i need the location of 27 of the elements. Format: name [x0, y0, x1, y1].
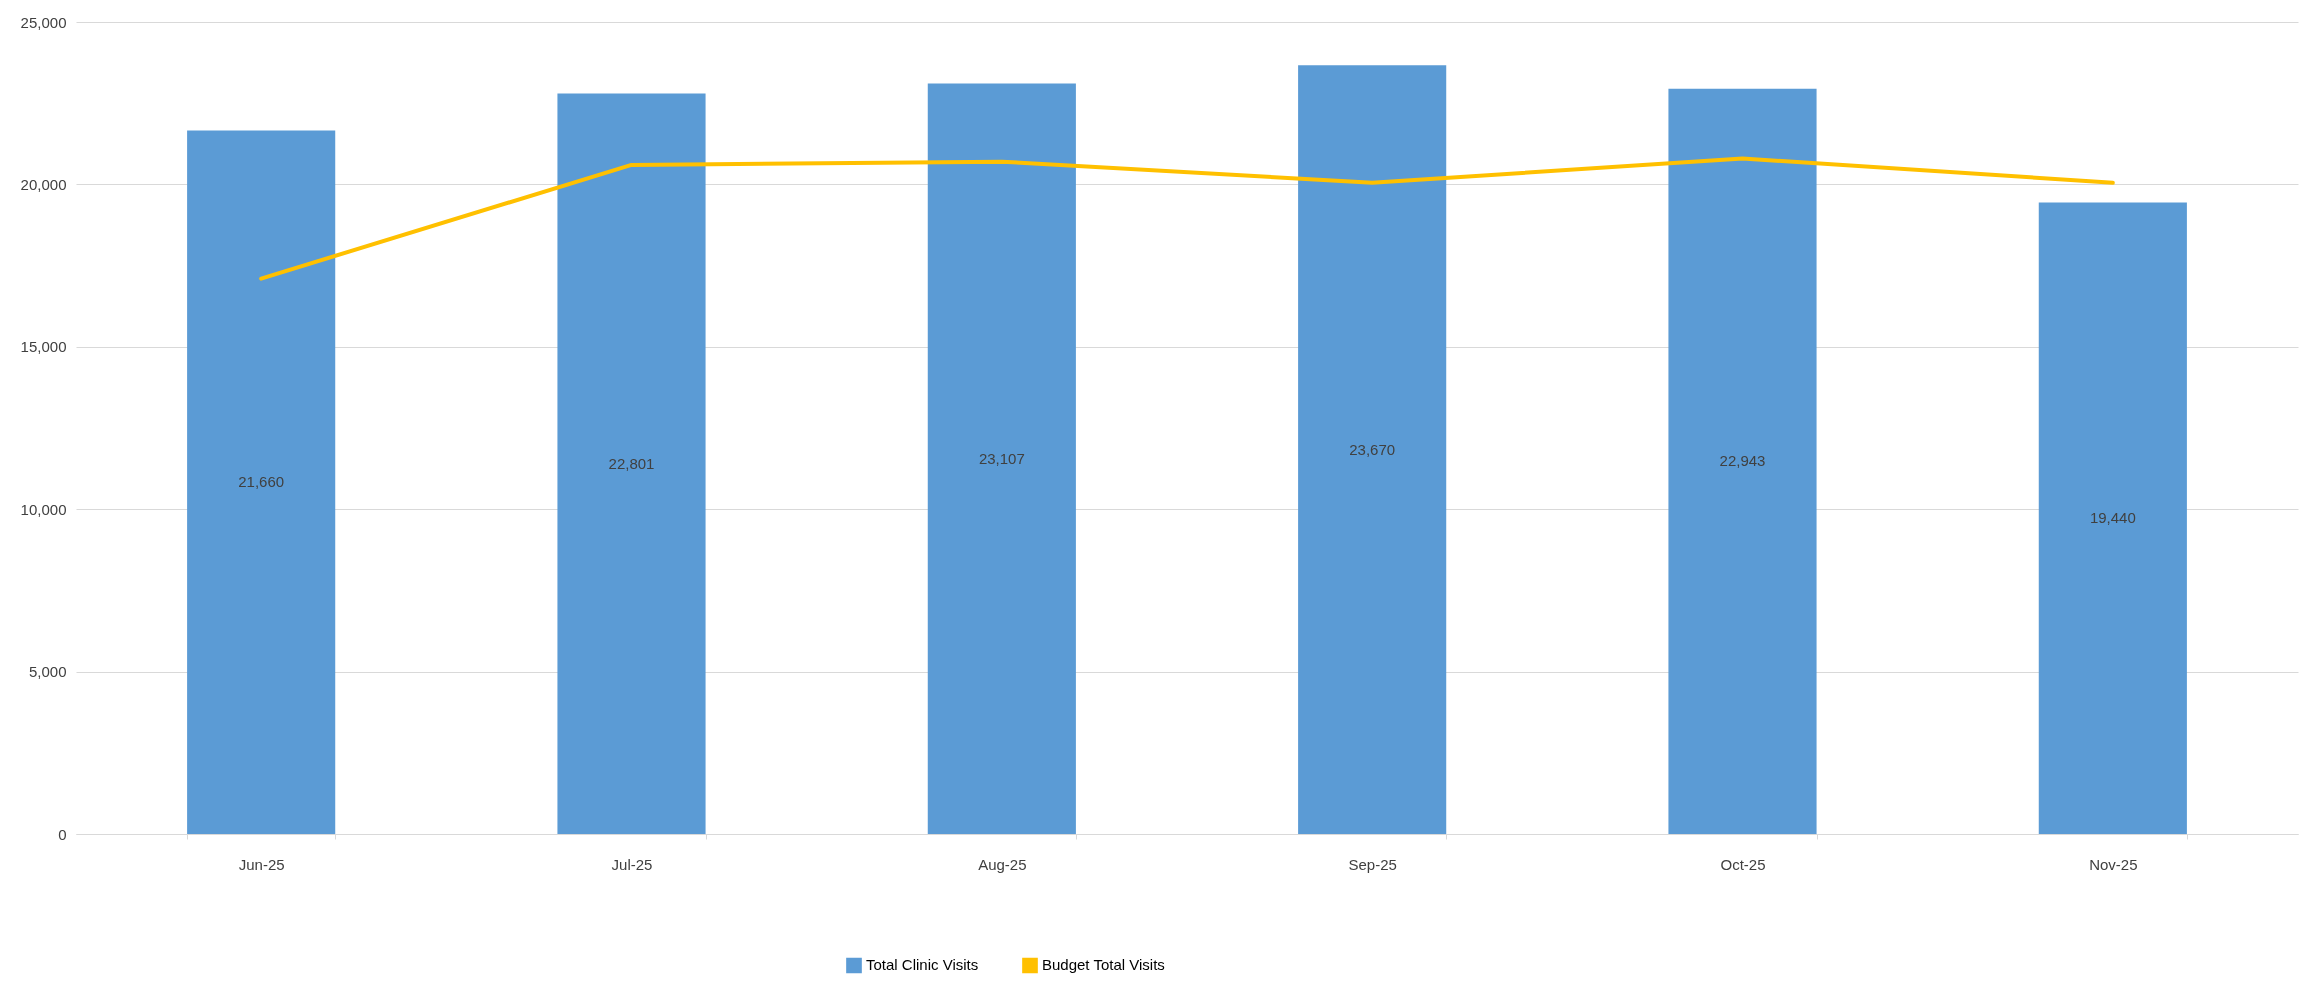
y-tick-label: 10,000 — [20, 500, 67, 518]
bar — [927, 83, 1076, 834]
x-tick-label: Sep-25 — [1348, 855, 1397, 873]
legend-label: Total Clinic Visits — [866, 956, 979, 974]
line-series — [259, 156, 2115, 281]
x-tick-label: Aug-25 — [978, 855, 1027, 873]
y-tick-label: 20,000 — [20, 175, 67, 193]
y-tick-label: 25,000 — [20, 13, 67, 31]
data-label: 22,943 — [1719, 452, 1766, 470]
y-tick-label: 5,000 — [28, 663, 67, 681]
x-tick-label: Nov-25 — [2089, 855, 2138, 873]
bar — [2038, 202, 2187, 834]
x-tick-label: Jun-25 — [238, 855, 285, 873]
y-tick-label: 15,000 — [20, 338, 67, 356]
data-label: 21,660 — [238, 473, 285, 491]
x-tick-label: Oct-25 — [1720, 855, 1766, 873]
bar — [1668, 88, 1817, 834]
bar — [557, 93, 706, 834]
bar — [187, 130, 336, 834]
data-label: 23,670 — [1349, 440, 1396, 458]
data-label: 23,107 — [978, 449, 1025, 467]
bar — [1298, 65, 1447, 834]
y-tick-label: 0 — [58, 825, 67, 843]
legend-label: Budget Total Visits — [1042, 956, 1165, 974]
data-label: 22,801 — [608, 454, 655, 472]
data-label: 19,440 — [2089, 509, 2136, 527]
x-tick-label: Jul-25 — [611, 855, 653, 873]
